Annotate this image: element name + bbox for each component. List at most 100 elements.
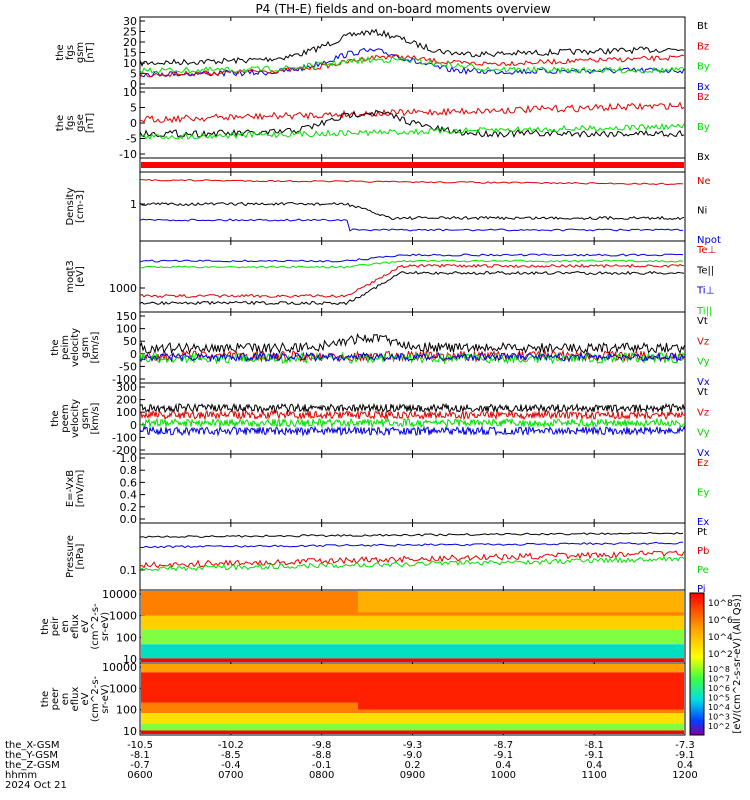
legend-Vx: Vx xyxy=(697,377,710,388)
ylabel-line: the xyxy=(50,410,61,426)
y-tick-label: -100 xyxy=(112,373,137,386)
ylabel-line: (cm^2-s- xyxy=(90,603,101,650)
y-tick-label: 100 xyxy=(116,631,137,644)
colorbar-tick: 10^8 xyxy=(708,599,733,609)
footer-value: -0.1 xyxy=(312,760,332,771)
footer-value: 1100 xyxy=(581,770,606,781)
y-tick-label: 20 xyxy=(123,36,137,49)
y-tick-label: 0 xyxy=(130,78,137,91)
legend-Ti||: Ti|| xyxy=(696,306,712,317)
colorbar-tick: 10^8 xyxy=(708,665,730,674)
legend-Ne: Ne xyxy=(697,176,711,187)
legend-By: By xyxy=(697,122,710,133)
panel-peer: the peer en eflux eV (cm^2-s-sr-eV) 10000 1000 1… xyxy=(40,661,686,738)
ylabel-line: en xyxy=(60,693,71,706)
ylabel-line: sr-eV) xyxy=(100,612,111,641)
legend-Ez: Ez xyxy=(697,458,709,469)
footer-value: -7.3 xyxy=(675,740,695,751)
colorbar-tick: 10^4 xyxy=(708,703,730,712)
ylabel-line: Density xyxy=(65,187,76,225)
footer-label: the_X-GSM xyxy=(5,740,59,751)
colorbar-tick: 10^4 xyxy=(708,633,733,643)
footer-value: 0700 xyxy=(218,770,243,781)
legend-Te||: Te|| xyxy=(696,265,714,276)
legend-Vy: Vy xyxy=(697,428,710,439)
ylabel-line: eflux xyxy=(70,687,81,712)
legend-Bx: Bx xyxy=(697,152,710,163)
footer-value: -9.3 xyxy=(403,740,423,751)
ylabel-line: the xyxy=(55,115,66,131)
ylabel-line: eV xyxy=(80,692,91,705)
y-tick-label: 150 xyxy=(116,310,137,323)
ylabel-line: [cm-3] xyxy=(75,190,86,223)
ylabel-line: gse xyxy=(75,114,86,132)
y-tick-label: 1000 xyxy=(109,610,137,623)
y-tick-label: 10 xyxy=(123,653,137,666)
ylabel-line: E=-VxB xyxy=(65,470,76,507)
ylabel-line: the xyxy=(40,618,51,634)
footer-value: -9.0 xyxy=(403,750,423,761)
ylabel-line: the xyxy=(40,691,51,707)
ylabel-line: eV xyxy=(80,620,91,633)
legend-Pt: Pt xyxy=(697,527,707,538)
footer-value: 0.2 xyxy=(405,760,421,771)
y-tick-label: 25 xyxy=(123,26,137,39)
y-tick-label: 30 xyxy=(123,15,137,28)
footer-value: 0800 xyxy=(309,770,334,781)
footer-value: 1000 xyxy=(491,770,516,781)
colorbar-tick: 10^3 xyxy=(708,713,730,722)
ylabel-line: peer xyxy=(50,687,61,711)
panel-density: Density [cm-3] 1 Ne Ni Npot xyxy=(65,171,721,246)
legend-Vt: Vt xyxy=(697,387,708,398)
footer-value: 0.4 xyxy=(586,760,602,771)
y-tick-label: 100 xyxy=(116,323,137,336)
y-tick-label: 10000 xyxy=(102,661,137,674)
legend-Pb: Pb xyxy=(697,546,709,557)
y-tick-label: 50 xyxy=(123,335,137,348)
y-tick-label: 200 xyxy=(116,394,137,407)
ylabel-line: Pressure xyxy=(65,535,76,578)
y-tick-label: 5 xyxy=(130,102,137,115)
y-tick-label: 1000 xyxy=(109,282,137,295)
ylabel-line: gsm xyxy=(80,337,91,358)
y-tick-label: 15 xyxy=(123,47,137,60)
ylabel-line: gsm xyxy=(75,42,86,63)
legend-Bx: Bx xyxy=(697,82,710,93)
panel-vi: the peim velocity gsm [km/s] 150100500-50-100… xyxy=(50,310,710,388)
ylabel-line: [km/s] xyxy=(90,402,101,434)
panel-fgs_gse: the fgs gse [nT] 10 5 0 -5 -10 Bz By Bx xyxy=(55,86,710,163)
footer-label: the_Z-GSM xyxy=(5,760,60,771)
panel-peir: the peir en eflux eV (cm^2-s-sr-eV) 10000 1000 1… xyxy=(40,588,686,666)
ylabel-line: [nT] xyxy=(85,113,96,133)
legend-Vx: Vx xyxy=(697,448,710,459)
y-tick-label: 0.1 xyxy=(120,564,138,577)
ylabel-line: [eV] xyxy=(75,266,86,287)
ylabel-line: velocity xyxy=(70,328,81,367)
y-tick-label: -50 xyxy=(119,360,137,373)
y-tick-label: 0 xyxy=(130,419,137,432)
footer-value: -9.1 xyxy=(494,750,514,761)
ylabel-line: [mV/m] xyxy=(75,470,86,508)
y-tick-label: 1000 xyxy=(109,682,137,695)
footer-value: 1200 xyxy=(672,770,697,781)
colorbar-tick: 10^7 xyxy=(708,675,730,684)
panel-temp: moqt3 [eV] 1000 Te⊥ Te|| Ti⊥ Ti|| xyxy=(65,240,716,317)
y-tick-label: 0.8 xyxy=(120,464,138,477)
footer-value: -0.7 xyxy=(130,760,150,771)
legend-Ti⊥: Ti⊥ xyxy=(696,286,714,297)
footer-label: the_Y-GSM xyxy=(5,750,58,761)
y-tick-label: 100 xyxy=(116,704,137,717)
ylabel-line: peem xyxy=(60,404,71,432)
ylabel-line: (cm^2-s- xyxy=(90,675,101,722)
y-tick-label: 5 xyxy=(130,68,137,81)
y-tick-label: 0.2 xyxy=(120,501,138,514)
panel-efield: E=-VxB [mV/m] 1.00.80.60.40.20.0 Ez Ey Ex xyxy=(65,452,709,528)
y-tick-label: -200 xyxy=(112,444,137,457)
y-tick-label: -100 xyxy=(112,431,137,444)
ylabel-line: fgs xyxy=(65,115,76,130)
legend-Ex: Ex xyxy=(697,517,709,528)
ylabel-line: [km/s] xyxy=(90,331,101,363)
ylabel-line: eflux xyxy=(70,614,81,639)
footer-value: -9.8 xyxy=(312,740,332,751)
